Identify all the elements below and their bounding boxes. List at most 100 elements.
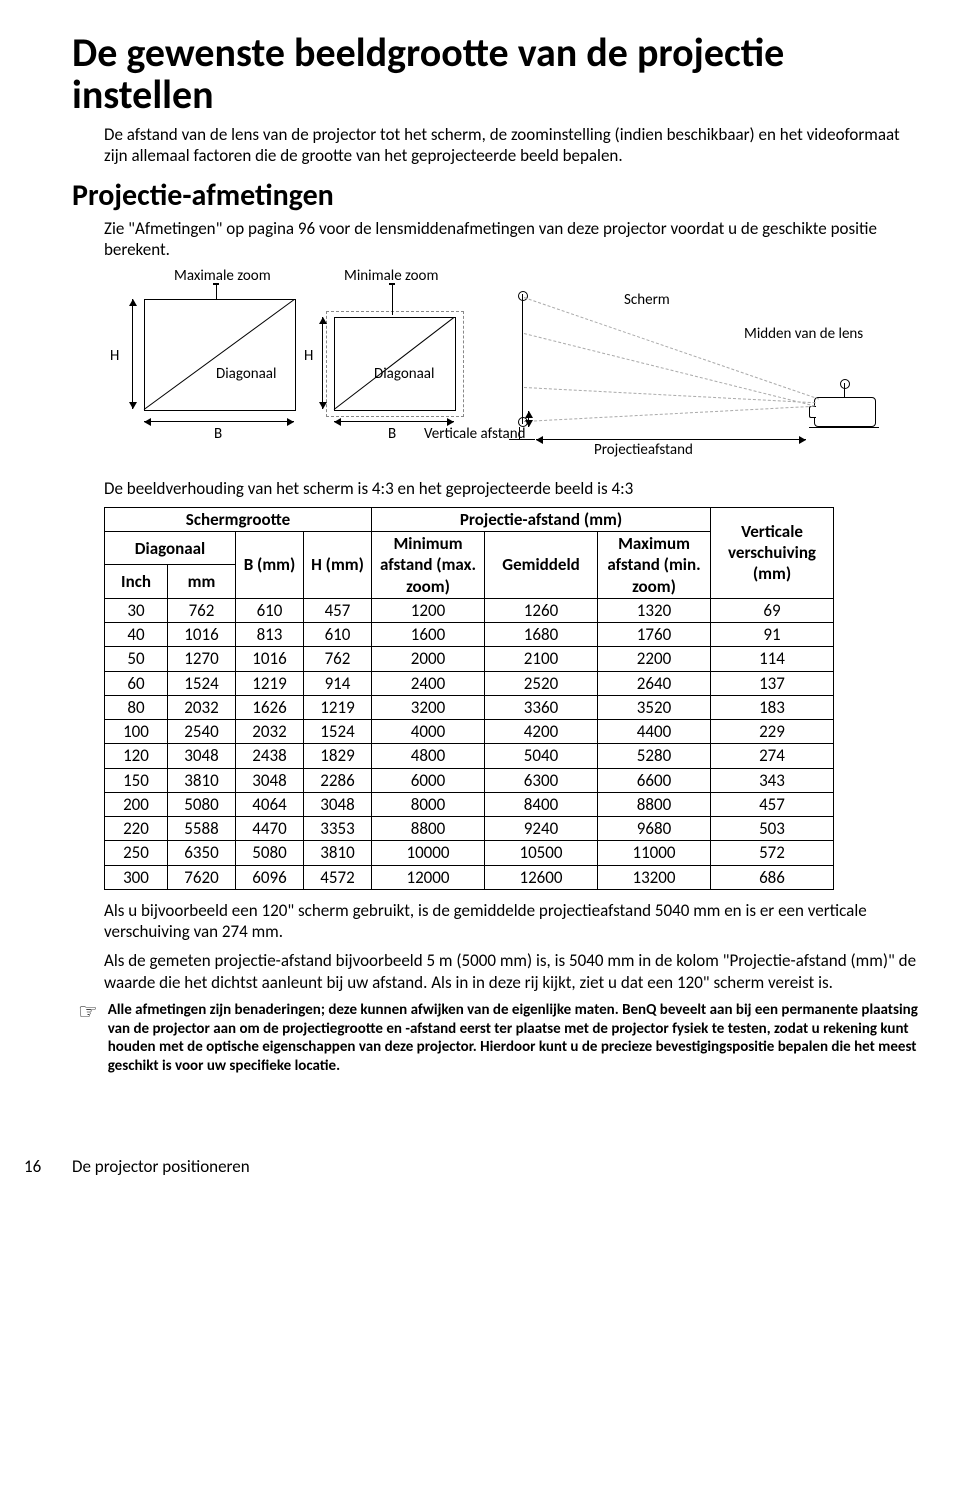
label-max-zoom: Maximale zoom (174, 267, 271, 286)
table-cell: 1200 (372, 598, 485, 622)
label-h-2: H (304, 347, 313, 366)
table-cell: 1680 (485, 623, 598, 647)
table-cell: 2540 (168, 720, 236, 744)
label-proj: Projectieafstand (594, 441, 693, 460)
table-row: 150381030482286600063006600343 (105, 768, 834, 792)
table-cell: 3810 (168, 768, 236, 792)
example-paragraph-2: Als de gemeten projectie-afstand bijvoor… (104, 950, 920, 993)
table-cell: 610 (236, 598, 304, 622)
th-h: H (mm) (304, 532, 372, 599)
table-cell: 4200 (485, 720, 598, 744)
page-number: 16 (24, 1156, 41, 1177)
th-vert-ver: Verticale verschuiving (mm) (711, 507, 834, 598)
table-cell: 1829 (304, 744, 372, 768)
table-cell: 3048 (236, 768, 304, 792)
label-b-2: B (388, 425, 396, 444)
table-cell: 30 (105, 598, 168, 622)
table-cell: 2640 (598, 671, 711, 695)
table-cell: 1270 (168, 647, 236, 671)
table-cell: 9240 (485, 817, 598, 841)
table-cell: 80 (105, 695, 168, 719)
table-cell: 1260 (485, 598, 598, 622)
table-cell: 7620 (168, 865, 236, 889)
label-diag-1: Diagonaal (216, 365, 276, 384)
table-cell: 91 (711, 623, 834, 647)
example-paragraph-1: Als u bijvoorbeeld een 120" scherm gebru… (104, 900, 920, 943)
table-cell: 4470 (236, 817, 304, 841)
label-vert: Verticale afstand (424, 425, 525, 444)
section-heading: Projectie-afmetingen (72, 177, 920, 215)
table-cell: 1016 (168, 623, 236, 647)
table-cell: 6096 (236, 865, 304, 889)
table-cell: 2032 (236, 720, 304, 744)
table-cell: 686 (711, 865, 834, 889)
table-cell: 5080 (168, 792, 236, 816)
projection-diagram: Maximale zoom Minimale zoom Scherm Midde… (104, 269, 884, 464)
table-cell: 5040 (485, 744, 598, 768)
table-cell: 2520 (485, 671, 598, 695)
table-row: 3076261045712001260132069 (105, 598, 834, 622)
table-cell: 2032 (168, 695, 236, 719)
table-cell: 100 (105, 720, 168, 744)
label-diag-2: Diagonaal (374, 365, 434, 384)
table-cell: 8800 (372, 817, 485, 841)
table-cell: 1320 (598, 598, 711, 622)
table-cell: 2100 (485, 647, 598, 671)
table-cell: 914 (304, 671, 372, 695)
label-scherm: Scherm (624, 291, 670, 310)
th-min: Minimum afstand (max. zoom) (372, 532, 485, 599)
page-title: De gewenste beeldgrootte van de projecti… (72, 32, 920, 116)
footer-section: De projector positioneren (72, 1156, 250, 1177)
th-gem: Gemiddeld (485, 532, 598, 599)
table-cell: 5588 (168, 817, 236, 841)
label-h-1: H (110, 347, 119, 366)
table-cell: 220 (105, 817, 168, 841)
th-proj-afstand: Projectie-afstand (mm) (372, 507, 711, 531)
table-cell: 2400 (372, 671, 485, 695)
table-cell: 2000 (372, 647, 485, 671)
table-cell: 4572 (304, 865, 372, 889)
table-cell: 3048 (304, 792, 372, 816)
note-icon: ☞ (78, 1001, 98, 1023)
table-cell: 10000 (372, 841, 485, 865)
table-row: 80203216261219320033603520183 (105, 695, 834, 719)
table-row: 250635050803810100001050011000572 (105, 841, 834, 865)
table-cell: 69 (711, 598, 834, 622)
table-cell: 4000 (372, 720, 485, 744)
table-row: 220558844703353880092409680503 (105, 817, 834, 841)
table-cell: 8800 (598, 792, 711, 816)
table-cell: 2438 (236, 744, 304, 768)
table-cell: 3360 (485, 695, 598, 719)
table-cell: 5080 (236, 841, 304, 865)
table-cell: 4800 (372, 744, 485, 768)
table-cell: 762 (304, 647, 372, 671)
table-cell: 343 (711, 768, 834, 792)
table-cell: 9680 (598, 817, 711, 841)
table-cell: 150 (105, 768, 168, 792)
table-cell: 4400 (598, 720, 711, 744)
table-cell: 1219 (236, 671, 304, 695)
table-cell: 5280 (598, 744, 711, 768)
table-cell: 114 (711, 647, 834, 671)
intro-paragraph: De afstand van de lens van de projector … (104, 124, 920, 167)
table-row: 40101681361016001680176091 (105, 623, 834, 647)
table-row: 300762060964572120001260013200686 (105, 865, 834, 889)
table-cell: 457 (304, 598, 372, 622)
table-cell: 813 (236, 623, 304, 647)
table-row: 120304824381829480050405280274 (105, 744, 834, 768)
dimensions-table: Schermgrootte Projectie-afstand (mm) Ver… (104, 507, 834, 890)
table-cell: 1524 (168, 671, 236, 695)
table-row: 6015241219914240025202640137 (105, 671, 834, 695)
table-cell: 8400 (485, 792, 598, 816)
table-cell: 8000 (372, 792, 485, 816)
table-cell: 572 (711, 841, 834, 865)
table-cell: 229 (711, 720, 834, 744)
table-cell: 40 (105, 623, 168, 647)
table-row: 100254020321524400042004400229 (105, 720, 834, 744)
label-midden: Midden van de lens (744, 325, 863, 344)
th-inch: Inch (105, 565, 168, 598)
table-cell: 762 (168, 598, 236, 622)
table-cell: 610 (304, 623, 372, 647)
table-cell: 457 (711, 792, 834, 816)
table-cell: 503 (711, 817, 834, 841)
